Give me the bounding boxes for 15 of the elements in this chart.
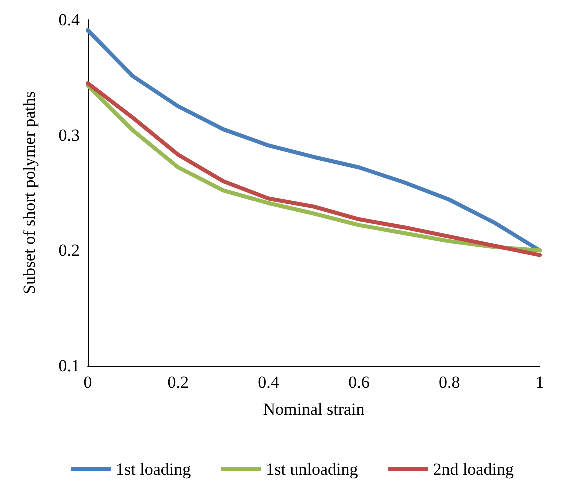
legend-label: 2nd loading (433, 460, 514, 479)
x-axis-title: Nominal strain (263, 400, 366, 419)
legend-label: 1st loading (116, 460, 192, 479)
x-tick-label: 0.6 (348, 373, 370, 392)
x-tick-label: 1 (536, 373, 544, 392)
x-tick-label: 0.2 (168, 373, 190, 392)
y-tick-label: 0.3 (58, 126, 80, 145)
x-tick-label: 0.8 (438, 373, 460, 392)
y-tick-label: 0.1 (58, 356, 80, 376)
x-tick-label: 0.4 (258, 373, 280, 392)
legend-label: 1st unloading (266, 460, 359, 479)
x-tick-label: 0 (84, 373, 92, 392)
y-tick-label: 0.4 (58, 10, 80, 30)
y-axis-title: Subset of short polymer paths (20, 91, 39, 295)
y-tick-label: 0.2 (58, 241, 80, 260)
